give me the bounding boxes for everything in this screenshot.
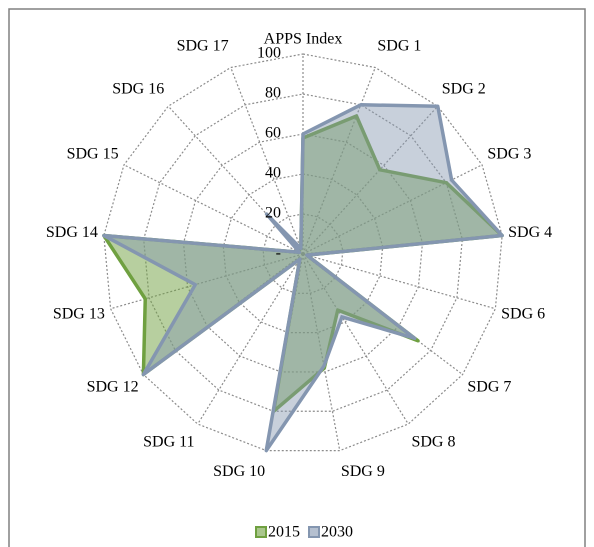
grid-spoke: [123, 164, 304, 255]
tick-label: 60: [265, 125, 281, 142]
legend-label: 2015: [268, 524, 300, 541]
category-label: SDG 11: [143, 433, 194, 450]
grid-ring: [103, 53, 503, 452]
category-label: SDG 4: [508, 224, 552, 241]
legend-swatch: [308, 526, 320, 538]
legend-label: 2030: [321, 524, 353, 541]
category-label: SDG 8: [411, 433, 455, 450]
category-label: SDG 2: [442, 81, 486, 98]
category-label: SDG 7: [467, 378, 511, 395]
category-label: SDG 9: [341, 463, 385, 480]
category-label: SDG 12: [87, 378, 139, 395]
grid-spoke: [197, 253, 304, 425]
tick-label: 100: [257, 45, 281, 62]
legend-swatch: [255, 526, 267, 538]
category-label: SDG 3: [487, 146, 531, 163]
category-label: SDG 16: [112, 81, 164, 98]
category-label: SDG 15: [67, 146, 119, 163]
category-label: SDG 17: [177, 38, 229, 55]
tick-label: -: [276, 245, 281, 262]
category-label: SDG 14: [46, 224, 98, 241]
grid-spoke: [230, 67, 304, 255]
category-label: SDG 6: [501, 305, 545, 322]
category-label: APPS Index: [264, 31, 343, 48]
category-label: SDG 13: [53, 305, 105, 322]
grid-spoke: [302, 253, 496, 310]
category-label: SDG 1: [377, 38, 421, 55]
tick-label: 20: [265, 205, 281, 222]
tick-label: 80: [265, 85, 281, 102]
category-label: SDG 10: [213, 463, 265, 480]
grid-ring: [143, 93, 463, 412]
tick-label: 40: [265, 165, 281, 182]
series-area: [102, 103, 504, 453]
